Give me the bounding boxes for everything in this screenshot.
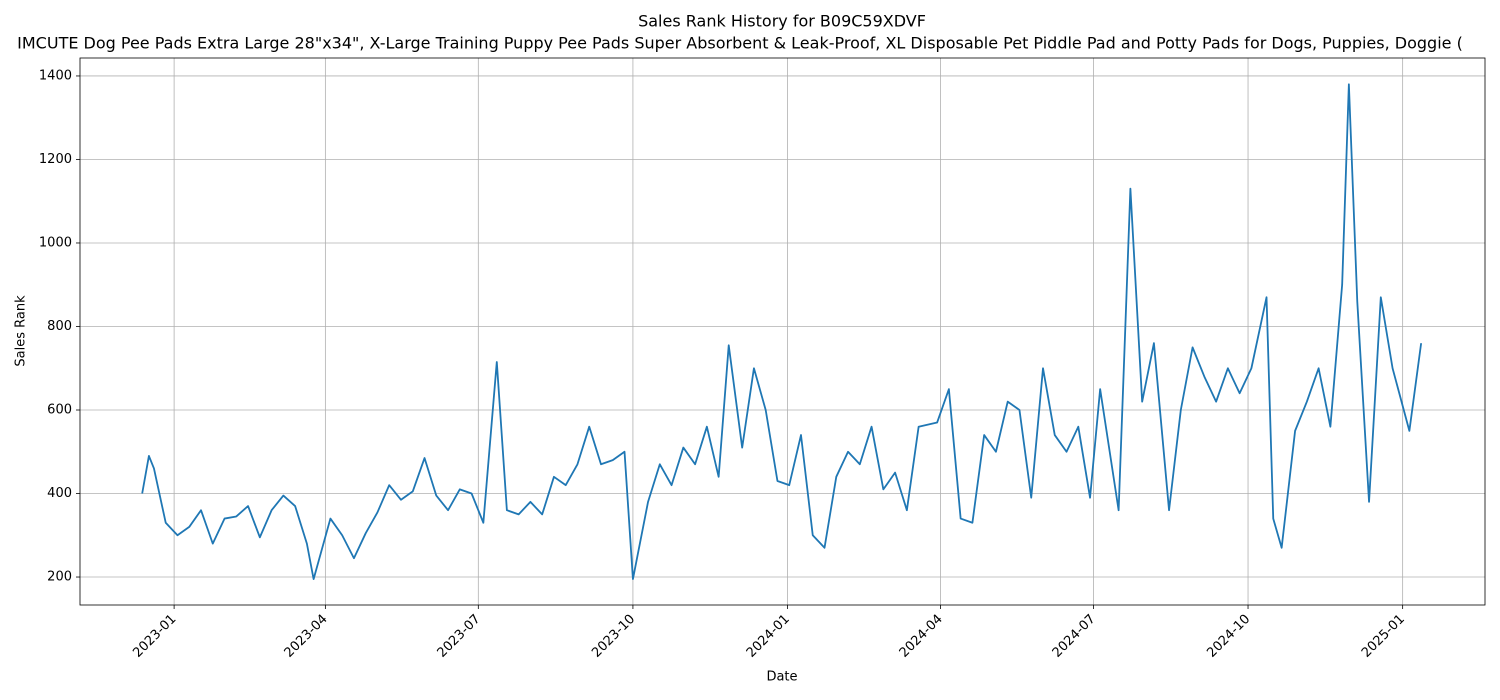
y-tick-label: 1200 — [39, 152, 72, 167]
x-tick-label: 2023-01 — [130, 612, 179, 661]
x-tick-label: 2023-07 — [435, 612, 484, 661]
y-tick-label: 1400 — [39, 68, 72, 83]
x-tick-label: 2023-04 — [282, 612, 331, 661]
chart-subtitle: IMCUTE Dog Pee Pads Extra Large 28"x34",… — [17, 34, 1463, 53]
y-axis-label: Sales Rank — [14, 295, 29, 367]
x-tick-label: 2024-04 — [897, 612, 946, 661]
x-tick-label: 2024-07 — [1050, 612, 1099, 661]
plot-frame — [79, 57, 1486, 606]
chart-title: Sales Rank History for B09C59XDVF — [638, 12, 926, 31]
x-tick-label: 2024-01 — [744, 612, 793, 661]
x-axis-label: Date — [766, 670, 797, 685]
y-tick-label: 600 — [47, 403, 72, 418]
x-tick-label: 2024-10 — [1204, 612, 1253, 661]
x-tick-label: 2023-10 — [589, 612, 638, 661]
data-line — [141, 83, 1423, 581]
y-tick-label: 400 — [47, 486, 72, 501]
y-tick-label: 800 — [47, 319, 72, 334]
y-tick-label: 200 — [47, 570, 72, 585]
y-tick-label: 1000 — [39, 235, 72, 250]
x-tick-label: 2025-01 — [1359, 612, 1408, 661]
